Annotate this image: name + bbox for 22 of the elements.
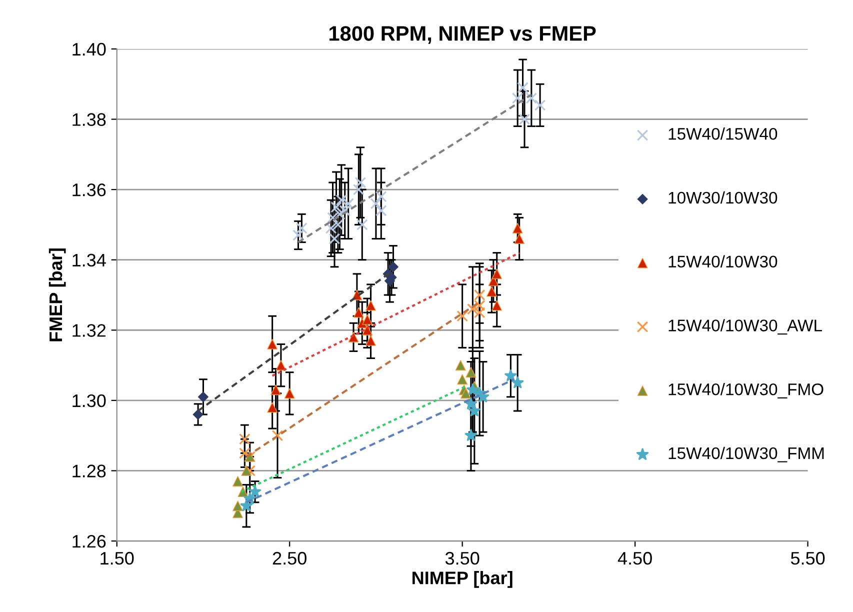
y-tick-label: 1.32 xyxy=(72,324,106,337)
legend-label: 15W40/15W40 xyxy=(668,128,778,140)
legend-label: 15W40/10W30 xyxy=(668,255,778,268)
y-tick-label: 1.34 xyxy=(72,254,106,267)
chart-title: 1800 RPM, NIMEP vs FMEP xyxy=(330,26,596,44)
legend-label: 10W30/10W30 xyxy=(668,191,778,204)
y-axis-title: FMEP [bar] xyxy=(48,248,66,342)
x-tick-label: 2.50 xyxy=(272,552,306,565)
legend-label: 15W40/10W30_FMM xyxy=(668,446,824,462)
y-tick-label: 1.26 xyxy=(72,534,106,548)
x-tick-label: 1.50 xyxy=(100,552,134,565)
x-axis-title: NIMEP [bar] xyxy=(412,571,512,588)
y-tick-label: 1.36 xyxy=(72,183,106,196)
y-tick-label: 1.28 xyxy=(72,464,106,478)
y-tick-label: 1.30 xyxy=(72,394,106,408)
y-tick-label: 1.38 xyxy=(72,113,106,126)
x-tick-label: 5.50 xyxy=(790,552,825,565)
x-tick-label: 3.50 xyxy=(445,552,480,565)
y-tick-label: 1.40 xyxy=(72,42,106,56)
legend-label: 15W40/10W30_AWL xyxy=(668,319,822,335)
x-tick-label: 4.50 xyxy=(618,552,652,565)
legend-label: 15W40/10W30_FMO xyxy=(668,383,824,398)
